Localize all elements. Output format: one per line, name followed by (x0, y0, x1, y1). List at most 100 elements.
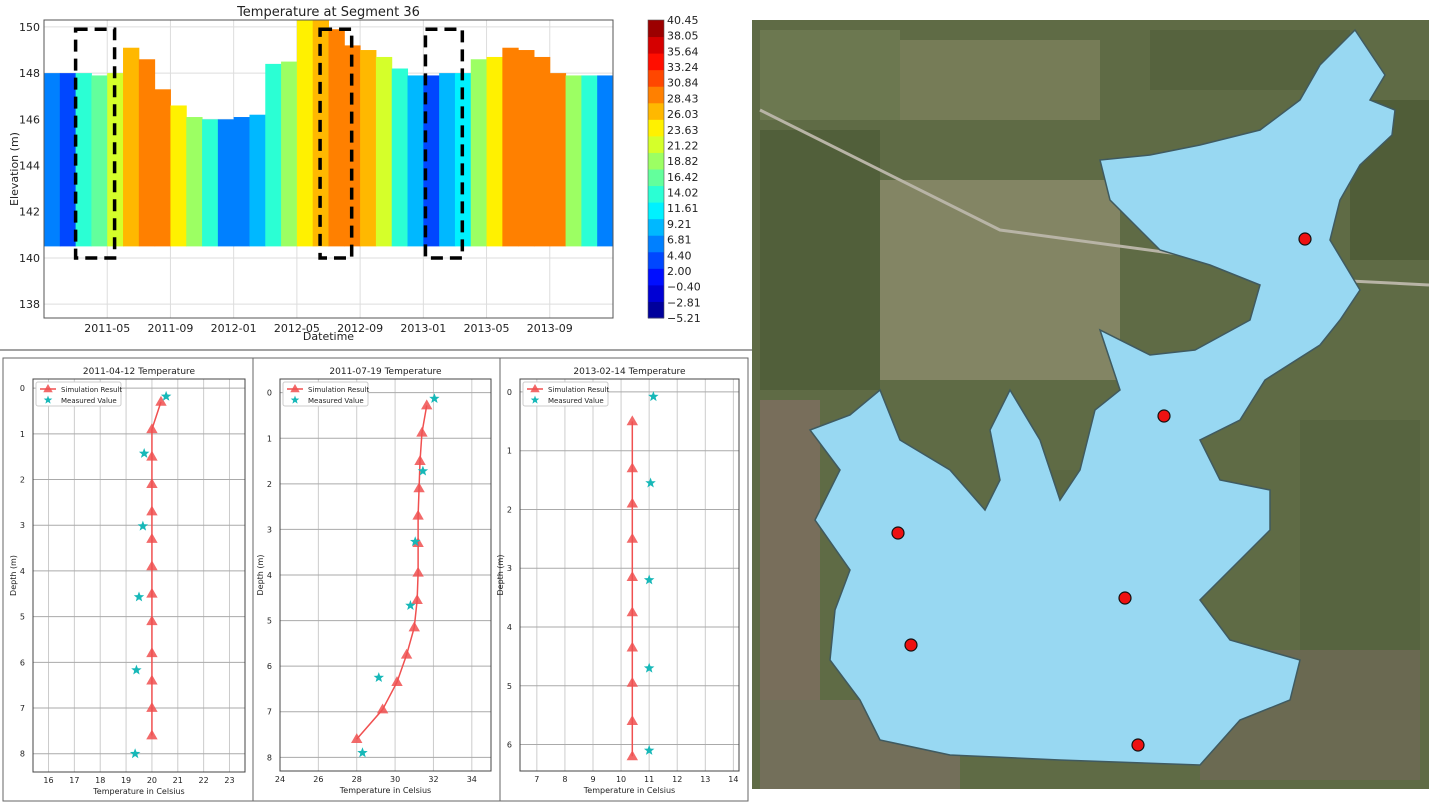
chart-title: 2011-04-12 Temperature (83, 367, 196, 377)
heatmap-column (344, 45, 361, 247)
y-tick-label: 6 (20, 658, 25, 667)
x-tick-label: 2012-09 (337, 322, 383, 335)
y-tick-label: 0 (507, 388, 512, 397)
simulation-point (155, 395, 167, 406)
x-tick-label: 2013-09 (527, 322, 573, 335)
simulation-point (408, 621, 420, 632)
measured-point (133, 591, 145, 602)
legend-box (35, 381, 122, 407)
land-patch (880, 180, 1120, 380)
y-tick-label: 2 (20, 476, 25, 485)
colorbar-tick-label: 28.43 (667, 92, 699, 105)
simulation-point (146, 478, 158, 489)
simulation-point (146, 532, 158, 543)
measured-point (138, 448, 150, 458)
colorbar-band (648, 36, 664, 54)
x-tick-label: 9 (590, 775, 595, 784)
x-tick-label: 2011-09 (147, 322, 193, 335)
colorbar-tick-label: −5.21 (667, 312, 701, 325)
colorbar-band (648, 251, 664, 269)
heatmap-column (502, 47, 519, 247)
heatmap-column (44, 73, 61, 247)
panel-frame (2, 357, 254, 802)
heatmap-column (123, 47, 140, 247)
y-tick-label: 5 (507, 682, 512, 691)
simulation-point (146, 423, 158, 434)
colorbar-tick-label: 21.22 (667, 139, 699, 152)
legend-star-icon (530, 395, 540, 404)
colorbar-tick-label: 6.81 (667, 234, 692, 247)
simulation-point (626, 571, 639, 581)
panel-frame (499, 357, 749, 802)
land-patch (760, 130, 880, 390)
colorbar-band (648, 202, 664, 220)
measured-point (643, 662, 655, 673)
measured-point (648, 391, 659, 402)
y-tick-label: 8 (20, 750, 25, 759)
heatmap-column (312, 20, 329, 247)
simulation-point (413, 482, 425, 493)
chart-title: 2011-07-19 Temperature (329, 367, 442, 377)
legend-label: Simulation Result (61, 386, 122, 394)
colorbar-tick-label: 14.02 (667, 187, 699, 200)
plot-frame (519, 378, 740, 772)
land-patch (760, 400, 820, 700)
y-axis-label: Depth (m) (9, 555, 18, 596)
colorbar-tick-label: 11.61 (667, 202, 699, 215)
simulation-point (412, 566, 424, 577)
simulation-point (626, 750, 639, 761)
x-tick-label: 16 (43, 776, 53, 785)
simulation-point (626, 532, 639, 543)
sampling-site-marker (1298, 232, 1312, 246)
x-axis-label: Temperature in Celsius (92, 787, 184, 796)
y-tick-label: 1 (507, 447, 512, 456)
y-tick-label: 1 (267, 434, 272, 443)
simulation-point (412, 509, 424, 520)
simulation-point (626, 606, 639, 617)
y-tick-label: 5 (20, 613, 25, 622)
legend-star-icon (290, 395, 300, 404)
x-axis-label: Temperature in Celsius (339, 786, 431, 795)
x-tick-label: 8 (562, 775, 567, 784)
heatmap-column (138, 59, 156, 247)
sampling-site-marker (904, 638, 918, 652)
highlight-box (73, 27, 117, 260)
legend-box (522, 381, 609, 407)
legend-label: Measured Value (548, 397, 604, 405)
x-tick-label: 2011-05 (84, 322, 130, 335)
simulation-point (626, 415, 639, 426)
colorbar-tick-label: 16.42 (667, 171, 699, 184)
colorbar-band (648, 20, 664, 38)
simulation-point (376, 703, 389, 714)
x-tick-label: 18 (95, 776, 105, 785)
colorbar-tick-label: 38.05 (667, 30, 699, 43)
y-tick-label: 142 (19, 206, 40, 219)
y-tick-label: 4 (507, 623, 512, 632)
simulation-point (146, 702, 158, 712)
land-patch (900, 40, 1100, 120)
sampling-site-marker (1131, 738, 1145, 752)
y-tick-label: 138 (19, 298, 40, 311)
x-tick-label: 19 (121, 776, 131, 785)
simulation-point (351, 733, 363, 743)
x-axis-label: Temperature in Celsius (583, 786, 675, 795)
legend-label: Measured Value (61, 397, 117, 405)
colorbar-tick-label: −0.40 (667, 281, 701, 294)
sampling-site-marker (891, 526, 905, 540)
x-tick-label: 22 (199, 776, 209, 785)
measured-point (643, 574, 655, 585)
heatmap-column (375, 56, 393, 247)
measured-point (131, 664, 142, 675)
heatmap-column (360, 50, 377, 247)
heatmap-column (581, 75, 598, 247)
heatmap-chart: 138 140 142 144 146 148 150 2011-05 2011-09 2012-… (8, 5, 701, 343)
y-tick-label: 3 (507, 564, 512, 573)
heatmap-column (202, 119, 219, 247)
x-tick-label: 26 (313, 775, 323, 784)
y-tick-label: 150 (19, 21, 40, 34)
heatmap-column (518, 50, 535, 247)
legend-label: Simulation Result (548, 386, 609, 394)
heatmap-column (170, 105, 187, 247)
